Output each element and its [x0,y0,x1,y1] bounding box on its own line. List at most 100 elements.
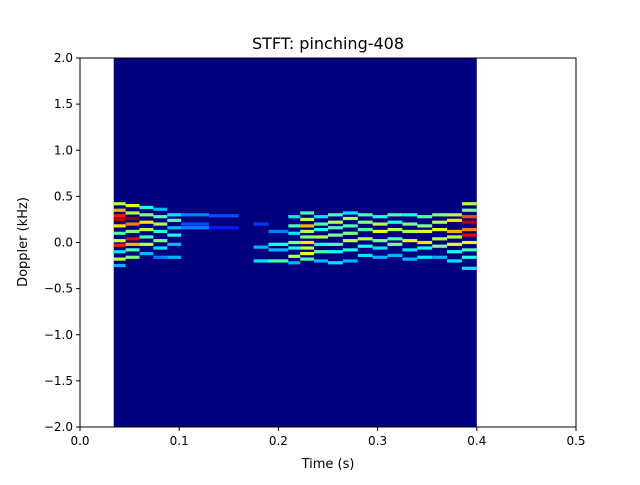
heatmap-cell [253,222,269,226]
heatmap-cell [113,217,126,222]
heatmap-cell [314,215,328,219]
heatmap-cell [153,255,168,259]
heatmap-cell [447,213,462,217]
heatmap-cell [432,220,448,224]
heatmap-cell [153,207,168,211]
x-tick-label: 0.3 [368,434,387,448]
heatmap-cell [387,227,403,232]
heatmap-cell [447,229,462,234]
heatmap-cell [314,235,328,239]
heatmap-cell [387,242,403,246]
heatmap-cell [372,222,388,226]
heatmap-cell [300,251,315,256]
heatmap-cell [125,204,140,208]
heatmap-cell [288,224,301,228]
heatmap-cell [167,226,182,230]
heatmap-cell [288,215,301,219]
x-tick-label: 0.5 [566,434,585,448]
heatmap-cell [432,244,448,248]
heatmap-cell [461,227,477,232]
heatmap-cell [167,233,182,237]
heatmap-cell [447,218,462,222]
heatmap-cell [268,229,289,234]
x-tick-label: 0.1 [170,434,189,448]
heatmap-cell [288,240,301,245]
heatmap-cell [417,246,433,250]
heatmap-cell [113,257,126,261]
heatmap-cell [300,240,315,245]
heatmap-cell [125,222,140,226]
heatmap-cell [113,239,126,243]
heatmap-cell [113,250,126,254]
heatmap-cell [314,259,328,263]
heatmap-cell [288,231,301,235]
y-axis: −2.0 −1.5 −1.0 −0.5 0.0 0.5 1.0 1.5 2.0 [44,51,80,434]
y-tick-label: 0.5 [54,189,73,203]
heatmap-cell [300,235,315,239]
heatmap-cell [387,253,403,258]
heatmap-cell [372,246,388,250]
heatmap-cell [288,254,301,258]
heatmap-cell [167,218,182,222]
heatmap-cell [153,215,168,219]
heatmap-cell [113,224,126,228]
heatmap-cell [461,255,477,259]
heatmap-cell [208,214,239,218]
heatmap-cell [153,222,168,226]
heatmap-cell [357,244,373,248]
heatmap-cell [417,215,433,219]
heatmap-cell [113,208,126,212]
heatmap-cell [402,229,418,234]
x-tick-label: 0.0 [70,434,89,448]
heatmap-cell [125,255,140,259]
heatmap-cell [461,215,477,219]
heatmap-cell [417,240,433,245]
heatmap-cell [181,213,209,217]
heatmap-cell [447,259,462,263]
y-tick-label: 1.5 [54,97,73,111]
heatmap-cell [253,259,269,263]
heatmap-cell [461,202,477,206]
heatmap-cell [113,243,126,247]
y-axis-label: Doppler (kHz) [16,197,31,287]
heatmap-cell [181,222,209,226]
heatmap-cell [357,227,373,232]
y-tick-label: −1.5 [44,374,73,388]
heatmap-cell [300,229,315,234]
heatmap-cell [357,237,373,241]
heatmap-cell [461,220,477,224]
heatmap-cell [113,202,126,206]
heatmap-cell [113,231,126,235]
heatmap-cell [447,242,462,246]
heatmap-cell [417,255,433,259]
heatmap-cell [268,248,289,252]
y-tick-label: −0.5 [44,282,73,296]
heatmap-cell [139,251,154,256]
heatmap-cell [372,229,388,234]
heatmap-cell [328,261,343,265]
heatmap-cell [153,246,168,250]
heatmap-cell [447,250,462,254]
heatmap-cell [139,227,154,232]
heatmap-cell [288,261,301,265]
heatmap-cell [300,224,315,228]
heatmap-cell [402,213,418,217]
heatmap-cell [139,235,154,239]
heatmap-cell [167,242,182,246]
heatmap-cell [314,227,328,232]
heatmap-cell [461,248,477,252]
heatmap-cell [253,245,269,249]
x-tick-label: 0.2 [269,434,288,448]
heatmap-cell [342,239,358,243]
heatmap-cell [139,205,154,210]
y-tick-label: 1.0 [54,143,73,157]
heatmap-cell [342,216,358,221]
heatmap-cell [139,242,154,246]
heatmap-cell [125,216,140,221]
heatmap-cell [417,229,433,234]
heatmap-cell [167,213,182,217]
heatmap-cell [125,229,140,234]
heatmap-cell [432,255,448,259]
heatmap-cell [153,229,168,234]
